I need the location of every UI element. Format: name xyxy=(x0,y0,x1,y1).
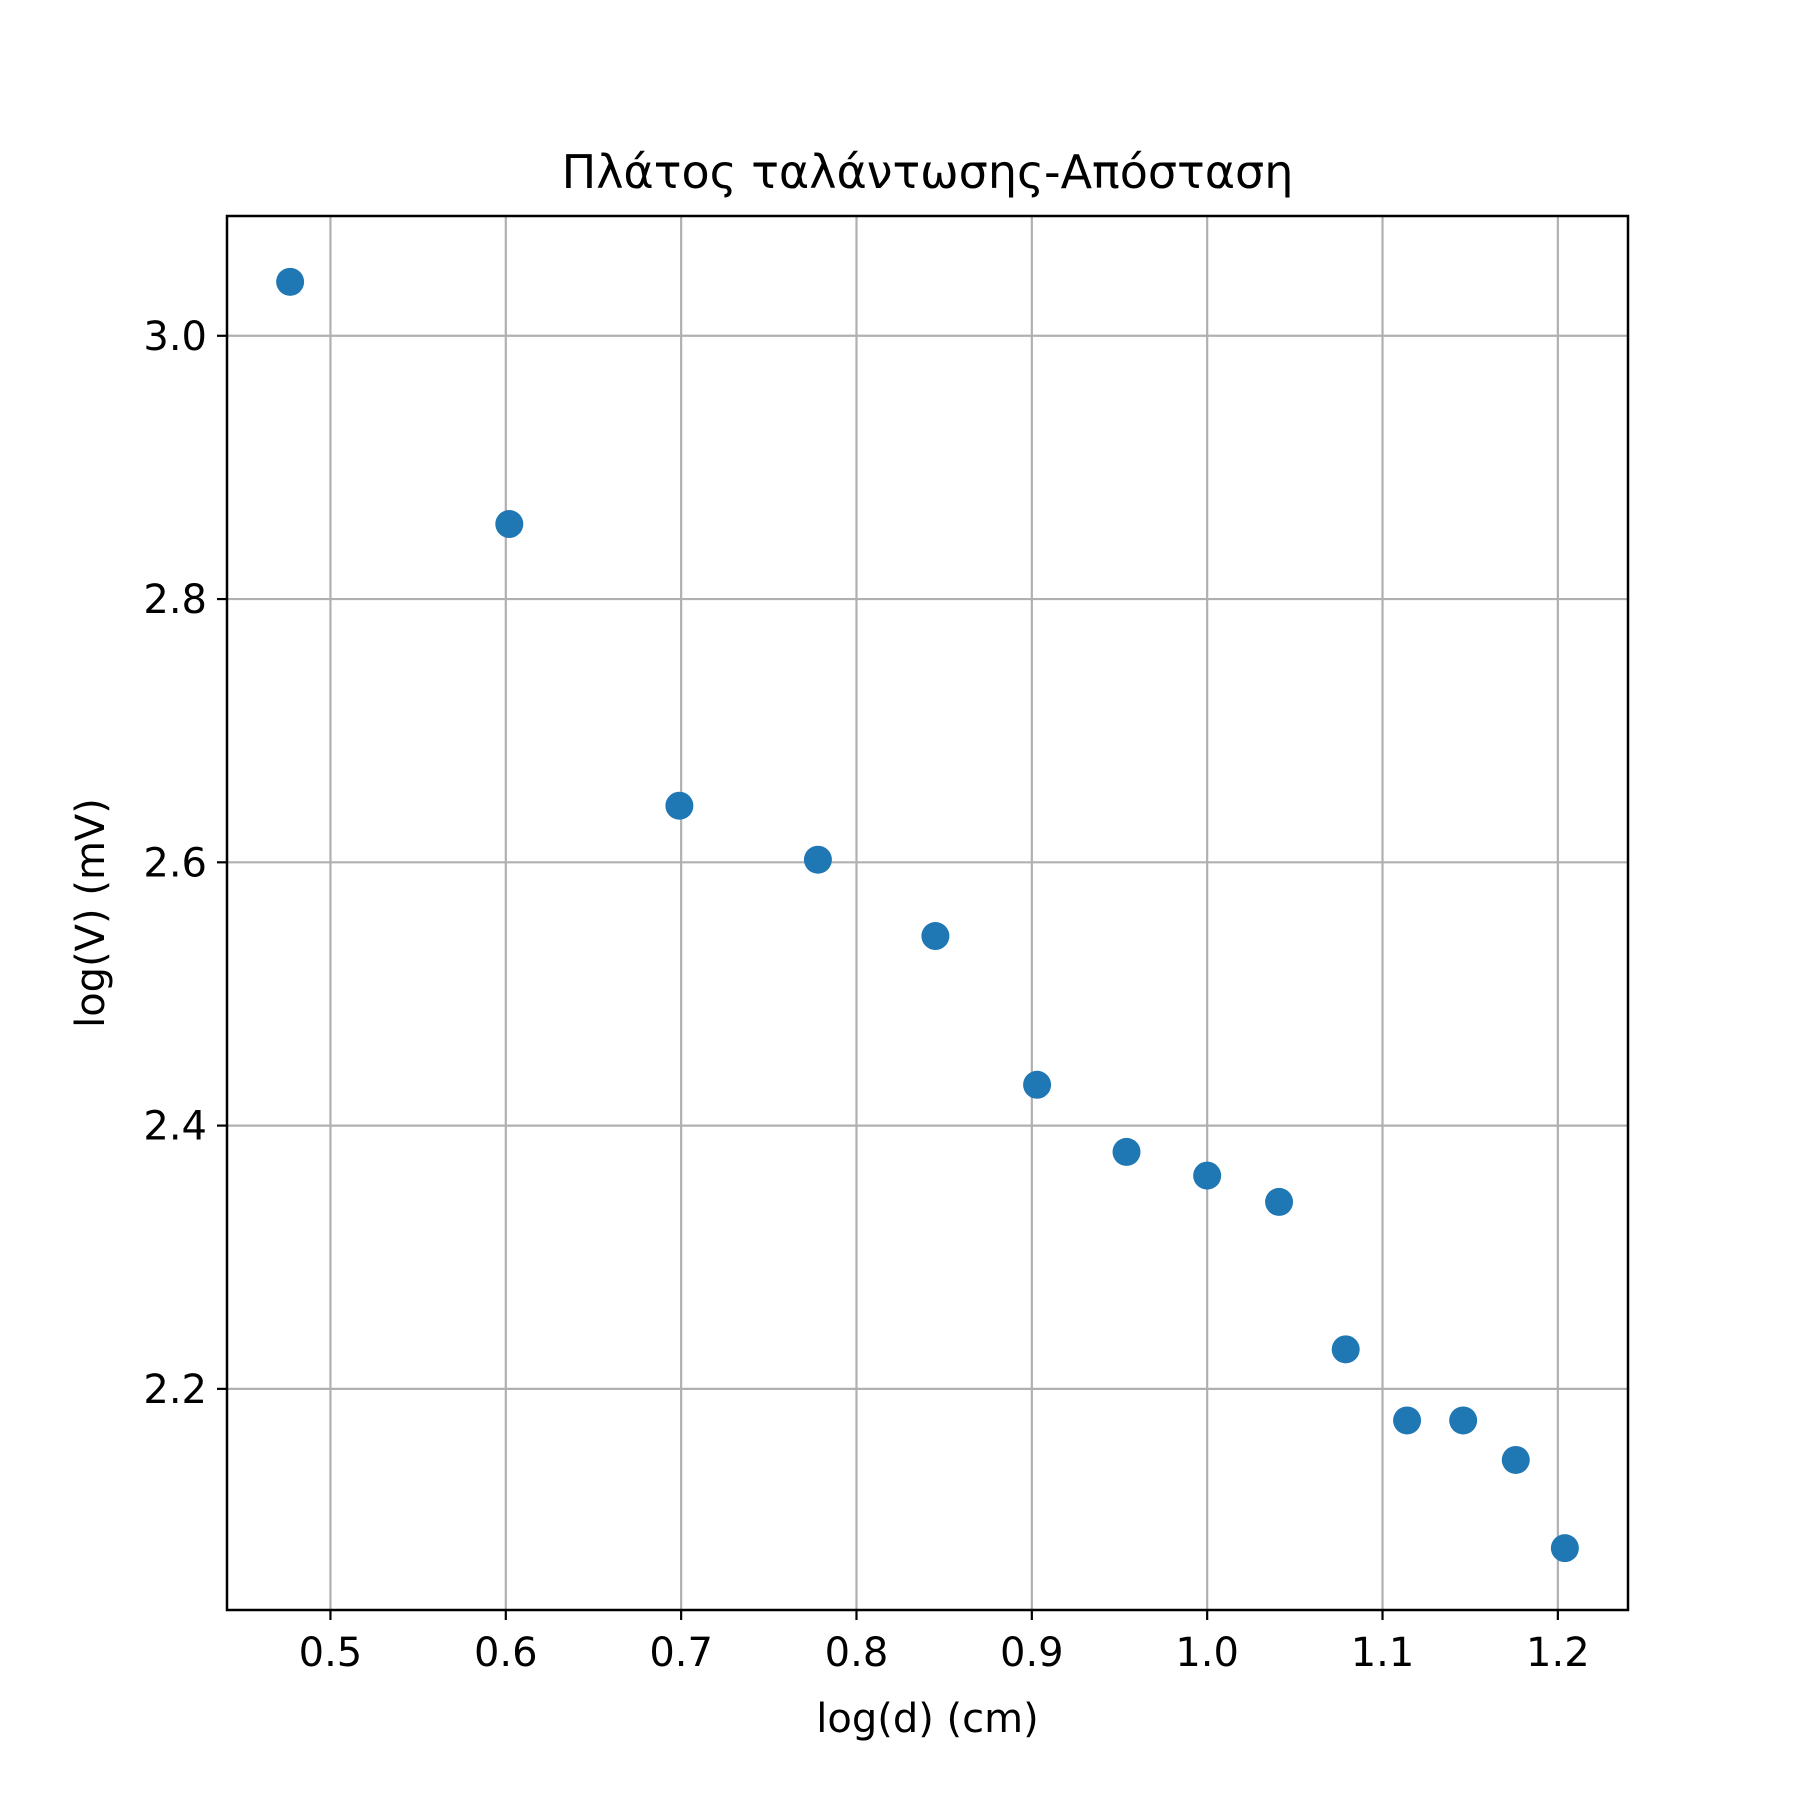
x-axis-ticks: 0.5 0.6 0.7 0.8 0.9 1.0 1.1 1.2 xyxy=(299,1610,1590,1676)
x-tick-label: 0.9 xyxy=(1000,1630,1064,1676)
data-point xyxy=(1393,1406,1422,1435)
y-tick-label: 3.0 xyxy=(143,314,207,360)
y-tick-label: 2.8 xyxy=(143,577,207,623)
data-point xyxy=(1550,1534,1579,1563)
x-axis-label: log(d) (cm) xyxy=(816,1696,1038,1742)
data-point xyxy=(276,267,305,296)
x-tick-label: 1.0 xyxy=(1175,1630,1239,1676)
data-point xyxy=(495,510,524,539)
y-tick-label: 2.6 xyxy=(143,840,207,886)
chart-title: Πλάτος ταλάντωσης-Απόσταση xyxy=(562,145,1294,199)
grid xyxy=(227,216,1628,1610)
y-axis-ticks: 2.2 2.4 2.6 2.8 3.0 xyxy=(143,314,227,1413)
data-point xyxy=(1112,1137,1141,1166)
plot-area-frame xyxy=(225,214,1630,1612)
data-point xyxy=(1193,1161,1222,1190)
x-tick-label: 0.6 xyxy=(474,1630,538,1676)
y-tick-label: 2.4 xyxy=(143,1104,207,1150)
y-axis-label: log(V) (mV) xyxy=(68,798,114,1028)
data-point xyxy=(1265,1187,1294,1216)
y-tick-label: 2.2 xyxy=(143,1367,207,1413)
x-tick-label: 1.2 xyxy=(1526,1630,1590,1676)
data-point xyxy=(803,845,832,874)
data-point xyxy=(1449,1406,1478,1435)
x-tick-label: 0.5 xyxy=(299,1630,363,1676)
data-point xyxy=(921,922,950,951)
x-tick-label: 0.8 xyxy=(825,1630,889,1676)
data-point xyxy=(1023,1070,1052,1099)
data-point xyxy=(665,791,694,820)
x-tick-label: 1.1 xyxy=(1351,1630,1415,1676)
data-points xyxy=(276,267,1579,1563)
data-point xyxy=(1501,1445,1530,1474)
data-point xyxy=(1331,1335,1360,1364)
x-tick-label: 0.7 xyxy=(649,1630,713,1676)
